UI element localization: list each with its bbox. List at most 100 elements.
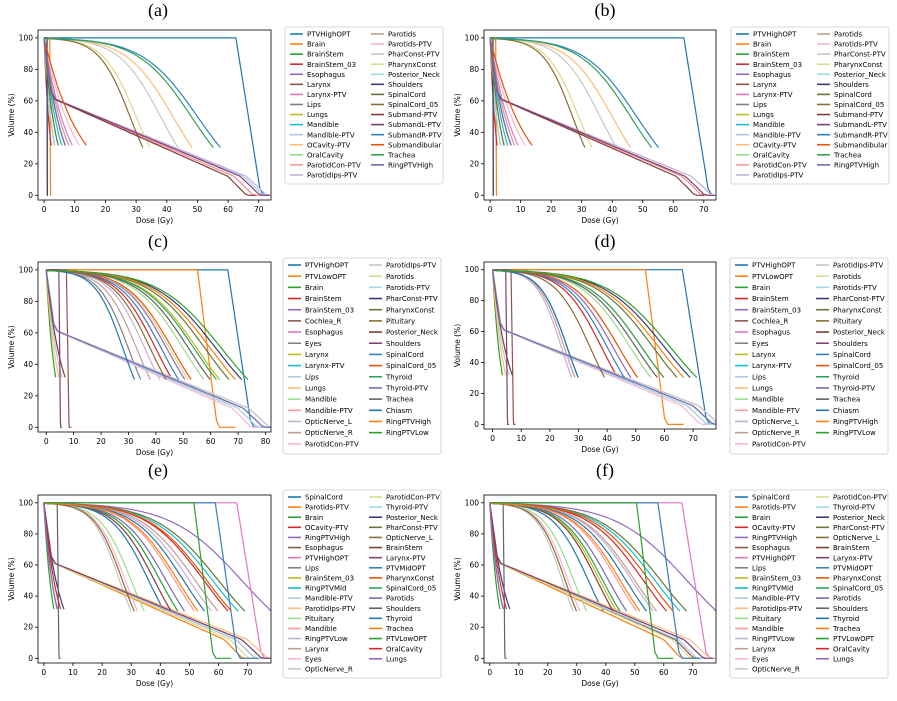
legend-entry: Lungs	[386, 655, 407, 663]
y-tick-label: 60	[469, 96, 479, 105]
legend-entry: RingPTVLow	[833, 429, 876, 437]
legend-entry: Lips	[753, 101, 767, 109]
legend-entry: BrainStem_03	[305, 306, 354, 314]
legend-entry: PharynxConst	[386, 574, 435, 582]
legend-entry: Brain	[305, 284, 323, 292]
y-tick-label: 40	[23, 592, 33, 601]
legend-entry: Esophagus	[752, 329, 790, 337]
dvh-series-line	[46, 269, 249, 381]
y-tick-label: 0	[474, 420, 479, 429]
legend-entry: OralCavity	[833, 645, 870, 653]
y-tick-label: 80	[469, 296, 479, 305]
dvh-series-line	[492, 269, 507, 376]
dvh-series-line	[43, 502, 199, 612]
x-tick-label: 60	[223, 205, 233, 214]
legend-entry: PTVHighOPT	[753, 31, 797, 39]
legend-entry: Shoulders	[833, 340, 868, 348]
legend-entry: RingPTVHigh	[834, 161, 879, 169]
legend-entry: PharynxConst	[386, 306, 435, 314]
dvh-series-line	[43, 37, 66, 146]
legend-entry: Submand-PTV	[388, 111, 437, 119]
y-axis-label: Volume (%)	[453, 93, 462, 136]
y-tick-label: 40	[23, 360, 33, 369]
legend-entry: ParotidIps-PTV	[386, 262, 437, 270]
dvh-series-line	[43, 37, 87, 146]
x-tick-label: 10	[514, 668, 524, 677]
x-tick-label: 70	[243, 668, 253, 677]
legend-entry: Shoulders	[388, 81, 423, 89]
legend-entry: RingPTVMid	[305, 585, 346, 593]
legend-entry: Larynx	[305, 645, 329, 653]
legend-entry: SpinalCord_05	[833, 585, 883, 593]
legend-entry: PTVHighOPT	[752, 262, 796, 270]
legend-entry: Posterior_Neck	[386, 514, 439, 522]
y-tick-label: 0	[28, 423, 33, 432]
legend-entry: BrainStem	[305, 295, 342, 303]
legend-entry: Pituitary	[386, 317, 415, 325]
legend-entry: Thyroid	[832, 373, 859, 381]
legend-entry: ParotidCon-PTV	[752, 440, 806, 448]
dvh-series-line	[43, 502, 232, 659]
legend-entry: RingPTVHigh	[305, 534, 350, 542]
legend-entry: Chiasm	[833, 407, 859, 415]
y-tick-label: 80	[23, 65, 33, 74]
dvh-series-line	[43, 502, 271, 612]
legend-entry: RingPTVMid	[752, 585, 793, 593]
legend-entry: OpticNerve_L	[386, 534, 433, 542]
y-tick-label: 0	[474, 191, 479, 200]
chart-panel: (e) 0 10 20 30 40 50 60 70 0 20 40 60 80 100 Dose (Gy) V…	[7, 460, 442, 688]
x-axis-label: Dose (Gy)	[136, 448, 173, 457]
legend-entry: Larynx-PTV	[386, 554, 426, 562]
dvh-series-line	[43, 502, 165, 612]
dvh-series-line	[490, 37, 586, 148]
y-tick-label: 20	[469, 389, 479, 398]
legend-entry: PTVHighOPT	[307, 31, 351, 39]
legend-entry: SpinalCord_05	[388, 101, 438, 109]
x-tick-label: 70	[688, 668, 698, 677]
legend-entry: BrainStem_03	[752, 306, 801, 314]
x-tick-label: 40	[602, 434, 612, 443]
legend-entry: Larynx-PTV	[833, 554, 873, 562]
x-tick-label: 50	[631, 434, 641, 443]
dvh-series-line	[43, 37, 271, 196]
legend-entry: Lungs	[752, 385, 773, 393]
legend-entry: Mandible	[752, 396, 784, 404]
legend-entry: BrainStem	[753, 51, 790, 59]
dvh-series-line	[489, 502, 714, 659]
dvh-series-line	[492, 269, 658, 378]
legend-entry: Lips	[305, 564, 319, 572]
legend-entry: PharConst-PTV	[833, 524, 885, 532]
y-tick-label: 40	[469, 128, 479, 137]
legend-entry: Mandible-PTV	[752, 595, 800, 603]
legend-entry: PTVLowOPT	[386, 635, 428, 643]
x-tick-label: 50	[193, 205, 203, 214]
legend-entry: Esophagus	[307, 71, 345, 79]
x-tick-label: 70	[699, 205, 709, 214]
legend-entry: PTVHighOPT	[305, 554, 349, 562]
legend-entry: Lungs	[833, 655, 854, 663]
y-tick-label: 100	[465, 33, 480, 42]
y-tick-label: 20	[23, 159, 33, 168]
legend-entry: OpticNerve_R	[752, 665, 800, 673]
legend-entry: Larynx-PTV	[753, 91, 793, 99]
x-tick-label: 60	[668, 205, 678, 214]
legend-entry: Thyroid-PTV	[832, 385, 875, 393]
plot-frame	[37, 261, 272, 433]
x-tick-label: 70	[233, 437, 243, 446]
legend-entry: PTVHighOPT	[752, 554, 796, 562]
y-axis-label: Volume (%)	[453, 324, 462, 367]
dvh-series-line	[46, 269, 136, 380]
legend-entry: OpticNerve_L	[305, 418, 352, 426]
legend-entry: Pituitary	[752, 615, 781, 623]
legend-entry: Parotids-PTV	[752, 504, 796, 512]
x-tick-label: 40	[162, 205, 172, 214]
x-tick-label: 30	[124, 437, 134, 446]
x-tick-label: 30	[574, 434, 584, 443]
legend-entry: Brain	[752, 514, 770, 522]
legend-entry: SpinalCord_05	[386, 585, 436, 593]
legend-entry: Parotids-PTV	[305, 504, 349, 512]
legend-entry: Eyes	[752, 655, 769, 663]
legend-entry: Mandible	[305, 396, 337, 404]
legend-entry: ParotidIps-PTV	[307, 172, 358, 180]
